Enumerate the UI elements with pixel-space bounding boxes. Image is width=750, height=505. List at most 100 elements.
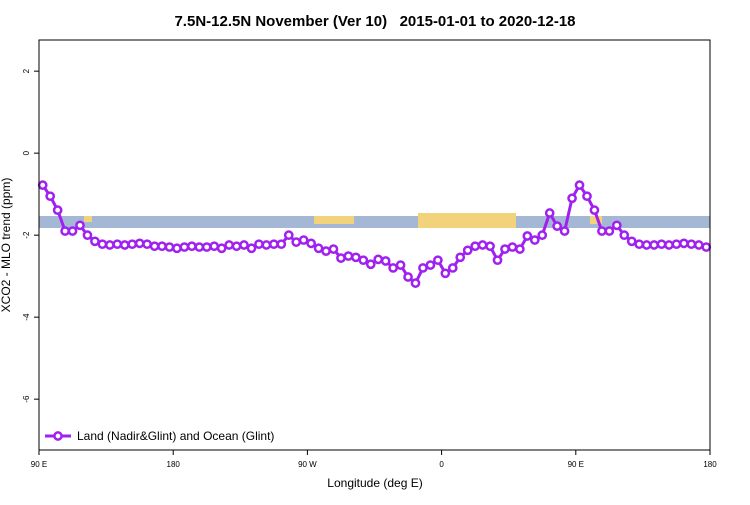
data-point	[425, 260, 436, 270]
data-point	[455, 252, 466, 263]
data-point	[515, 244, 525, 254]
plot-area: 90 E 180 90 W 0 90 E 180 2 0 -2 -4 -6 Land (Nadir&G…	[22, 68, 717, 469]
data-point	[679, 238, 689, 249]
x-tick-label: 90 E	[31, 460, 47, 469]
data-point	[104, 240, 115, 250]
data-point	[597, 226, 607, 236]
data-point	[97, 239, 108, 250]
data-point	[373, 254, 384, 265]
data-point	[142, 239, 152, 250]
data-point	[537, 230, 548, 241]
data-point	[410, 278, 421, 288]
x-tick-label: 0	[439, 460, 444, 469]
data-point	[239, 240, 249, 250]
x-tick-label: 90 E	[568, 460, 584, 469]
data-point	[246, 243, 257, 254]
chart-title: 7.5N-12.5N November (Ver 10) 2015-01-01 …	[174, 13, 575, 30]
data-point	[380, 256, 391, 266]
land-patch	[314, 216, 354, 224]
land-patch	[418, 213, 516, 228]
data-point	[418, 263, 428, 273]
y-tick-label: -6	[22, 395, 31, 403]
x-tick-label: 180	[703, 460, 717, 469]
data-point	[283, 230, 294, 241]
y-tick-label: -2	[22, 231, 31, 239]
x-tick-label: 90 W	[298, 460, 317, 469]
data-point	[395, 260, 406, 270]
data-point	[358, 255, 369, 266]
data-point	[224, 240, 234, 250]
data-point	[37, 180, 48, 190]
data-point	[544, 208, 555, 218]
data-point	[567, 193, 577, 204]
data-point	[90, 236, 100, 247]
data-point	[67, 226, 78, 236]
ocean-band	[39, 216, 710, 228]
data-point	[507, 242, 518, 252]
data-point	[336, 253, 346, 263]
data-point	[664, 240, 674, 250]
data-point	[82, 230, 93, 241]
data-point	[276, 239, 287, 250]
data-point	[313, 243, 324, 254]
data-point	[231, 241, 242, 252]
data-point	[522, 231, 533, 241]
data-point	[641, 240, 652, 250]
data-point	[485, 241, 495, 252]
data-point	[112, 239, 123, 250]
data-point	[403, 272, 413, 282]
data-point	[75, 220, 85, 231]
data-point	[529, 235, 540, 245]
data-point	[634, 239, 645, 250]
data-point	[291, 237, 302, 247]
y-tick-label: -4	[22, 313, 31, 321]
data-point	[656, 239, 667, 250]
land-patch	[84, 216, 92, 222]
data-point	[134, 238, 145, 249]
data-point	[626, 236, 637, 247]
data-point	[216, 243, 227, 254]
data-point	[306, 238, 316, 249]
data-point	[149, 241, 160, 252]
y-tick-label: 0	[22, 150, 31, 155]
data-point	[470, 241, 480, 252]
data-point	[157, 241, 167, 252]
land-patch	[590, 216, 602, 224]
data-point	[462, 245, 473, 256]
data-point	[477, 240, 488, 250]
data-point	[194, 242, 205, 252]
data-point	[201, 242, 212, 252]
y-tick-label: 2	[22, 68, 31, 73]
data-point	[172, 243, 182, 254]
x-tick-label: 180	[167, 460, 181, 469]
data-point	[619, 230, 630, 241]
data-point	[254, 239, 264, 250]
data-point	[164, 242, 175, 252]
data-point	[45, 191, 56, 202]
data-point	[186, 241, 197, 252]
data-point	[649, 240, 659, 250]
data-point	[701, 242, 712, 252]
data-point	[321, 246, 331, 256]
data-point	[447, 263, 458, 273]
data-point	[433, 255, 443, 266]
data-point	[60, 226, 70, 236]
x-axis-label: Longitude (deg E)	[327, 476, 422, 490]
data-point	[179, 242, 190, 252]
y-axis-label: XCO2 - MLO trend (ppm)	[0, 178, 13, 313]
data-point	[52, 205, 63, 215]
data-point	[209, 241, 220, 252]
data-point	[611, 220, 622, 231]
legend-marker	[53, 431, 63, 441]
data-point	[671, 239, 682, 250]
data-point	[328, 244, 339, 254]
data-point	[589, 205, 600, 215]
data-point	[388, 263, 398, 273]
data-point	[559, 226, 570, 236]
data-point	[574, 180, 585, 190]
data-point	[127, 239, 138, 250]
data-point	[500, 244, 510, 254]
data-point	[440, 268, 451, 279]
